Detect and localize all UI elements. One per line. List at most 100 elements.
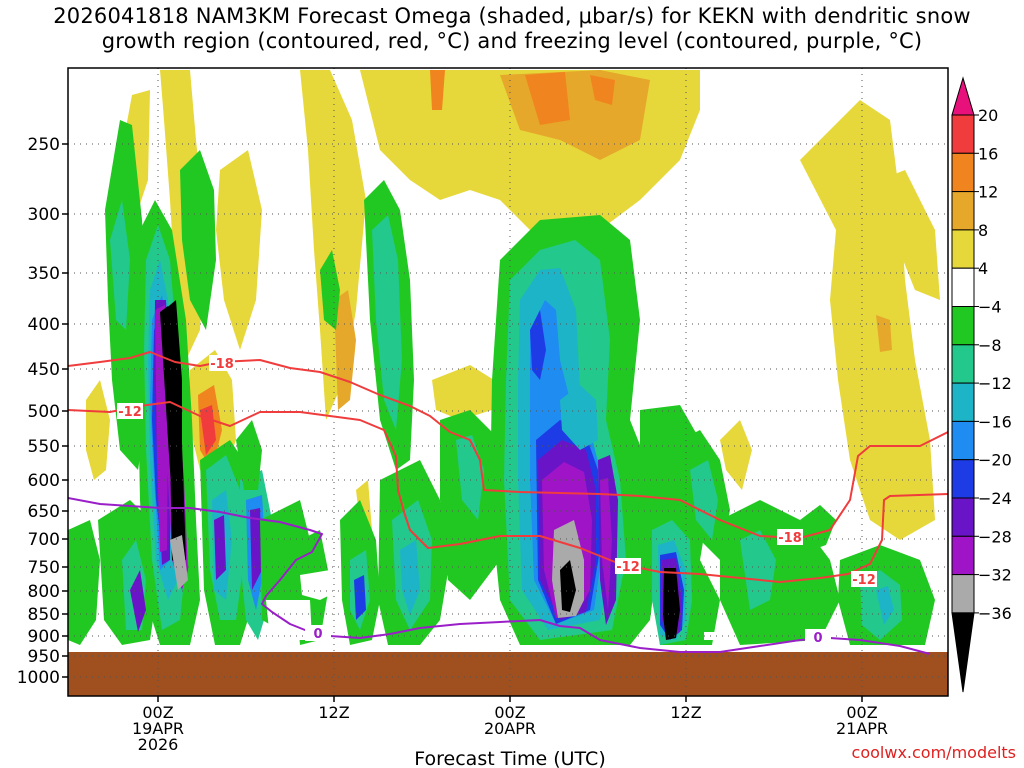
subsidence-region (432, 365, 494, 420)
colorbar-band (951, 267, 975, 308)
subsidence-region (720, 420, 752, 490)
neutral-region (266, 600, 312, 640)
colorbar-label: −24 (978, 489, 1012, 508)
colorbar-label: 16 (978, 144, 998, 163)
ascent-region (560, 385, 598, 450)
ground-fill (68, 652, 948, 696)
contour-label: -18 (778, 531, 802, 546)
y-tick-label: 900 (28, 627, 60, 647)
y-tick-label: 1000 (17, 668, 60, 688)
ascent-region (130, 570, 146, 632)
subsidence-region (590, 75, 615, 105)
colorbar-band (951, 459, 975, 499)
x-tick-label: 12Z (670, 703, 701, 722)
ascent-region (456, 435, 484, 520)
colorbar-label: −12 (978, 374, 1012, 393)
x-tick-label: 20APR (484, 719, 536, 738)
colorbar-band (951, 306, 975, 346)
ascent-region (876, 586, 894, 625)
ascent-region (180, 150, 216, 330)
y-tick-label: 850 (28, 605, 60, 625)
plot-frame (67, 67, 949, 697)
y-tick-label: 550 (28, 437, 60, 457)
colorbar-label: −20 (978, 451, 1012, 470)
subsidence-region (876, 315, 892, 352)
contour-label: -12 (852, 573, 876, 588)
contour-label-bg (117, 403, 143, 419)
x-tick-label: 00Z (142, 703, 173, 722)
temperature-contours: -18 -12 -18 -12 -12 0 0 (68, 351, 948, 655)
colorbar-band (951, 344, 975, 384)
colorbar-band (951, 497, 975, 537)
neutral-region (704, 632, 718, 640)
contour-label: 0 (813, 631, 822, 646)
subsidence-region (800, 100, 935, 540)
omega-shading (68, 70, 940, 645)
y-tick-label: 600 (28, 471, 60, 491)
colorbar-label: −4 (978, 298, 1002, 317)
colorbar-band (951, 535, 975, 576)
y-tick-label: 300 (28, 205, 60, 225)
colorbar-band (951, 229, 975, 269)
y-tick-label: 350 (28, 264, 60, 284)
y-tick-label: 800 (28, 582, 60, 602)
x-axis-label: Forecast Time (UTC) (414, 748, 605, 768)
title-line-2: growth region (contoured, red, °C) and f… (101, 29, 923, 53)
ascent-region (400, 540, 420, 615)
colorbar-label: −8 (978, 336, 1002, 355)
contour-label: 0 (313, 627, 322, 642)
colorbar-label: 4 (978, 259, 988, 278)
ascent-region (320, 250, 340, 330)
colorbar-label: 12 (978, 183, 998, 202)
ascent-region (800, 505, 836, 550)
omega-colorbar: 20 16 12 8 4 −4 −8 −12 −16 −20 −24 −28 −32 −36 (951, 76, 1012, 693)
y-tick-label: 400 (28, 315, 60, 335)
colorbar-cap-top (951, 76, 975, 116)
x-tick-label: 2026 (138, 735, 179, 754)
contour-label-bg (805, 629, 831, 645)
ascent-region (214, 515, 226, 580)
contour-label: -12 (118, 405, 142, 420)
subsidence-region (334, 290, 356, 410)
contour-label: -18 (210, 357, 234, 372)
y-tick-label: 950 (28, 647, 60, 667)
y-tick-label: 500 (28, 402, 60, 422)
subsidence-region (880, 170, 940, 300)
contour-label-bg (209, 355, 235, 371)
credit-text: coolwx.com/modelts (852, 743, 1016, 762)
ascent-region (170, 535, 188, 590)
x-tick-label: 00Z (846, 703, 877, 722)
ascent-region (354, 575, 366, 620)
y-axis-ticks: 2503003504004505005506006507007508008509… (17, 135, 68, 688)
title-line-1: 2026041818 NAM3KM Forecast Omega (shaded… (53, 4, 971, 28)
subsidence-region (216, 150, 262, 350)
subsidence-region (300, 70, 366, 420)
contour-label: -12 (616, 560, 640, 575)
colorbar-label: 8 (978, 221, 988, 240)
ascent-region (68, 520, 100, 645)
chart-title: 2026041818 NAM3KM Forecast Omega (shaded… (0, 4, 1024, 54)
x-tick-label: 12Z (318, 703, 349, 722)
ascent-region (236, 420, 262, 490)
x-tick-label: 21APR (836, 719, 888, 738)
colorbar-band (951, 114, 975, 154)
ascent-core (560, 560, 576, 612)
colorbar-label: −16 (978, 412, 1012, 431)
contour-label-bg (615, 558, 641, 574)
y-tick-label: 250 (28, 135, 60, 155)
subsidence-region (525, 72, 570, 125)
subsidence-region (86, 380, 110, 480)
y-tick-label: 750 (28, 558, 60, 578)
contour-label-bg (777, 529, 803, 545)
colorbar-cap-bottom (951, 612, 975, 693)
y-tick-label: 450 (28, 360, 60, 380)
ascent-region (110, 200, 130, 330)
ascent-region (690, 460, 718, 540)
colorbar-label: −32 (978, 566, 1012, 585)
colorbar-band (951, 382, 975, 422)
contour-label-bg (851, 571, 877, 587)
colorbar-band (951, 191, 975, 231)
ground-rect (68, 652, 948, 696)
colorbar-band (951, 152, 975, 193)
ascent-core (663, 568, 680, 640)
